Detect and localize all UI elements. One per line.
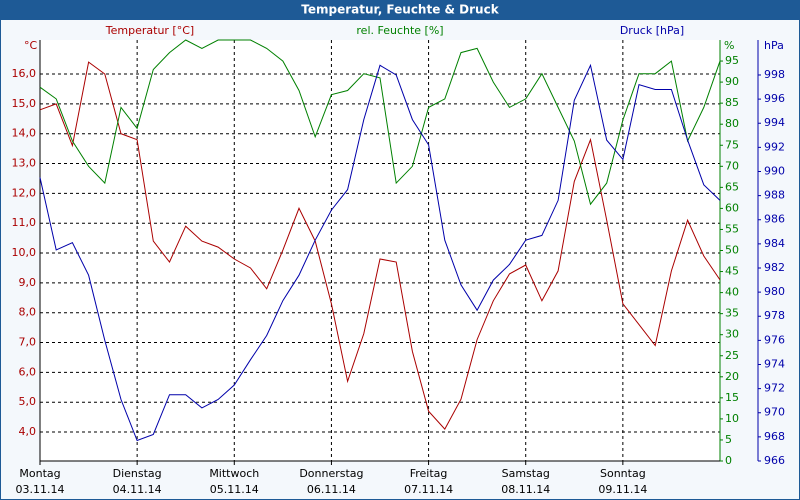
y2-tick-label: 55 — [725, 222, 739, 235]
y-tick-label: 14,0 — [12, 127, 37, 140]
x-tick-date: 07.11.14 — [404, 483, 453, 496]
x-tick-label: Freitag — [410, 467, 448, 480]
title-bar — [0, 0, 800, 20]
y-tick-label: 5,0 — [19, 395, 37, 408]
y3-tick-label: 986 — [764, 213, 785, 226]
y3-tick-label: 988 — [764, 189, 785, 202]
y2-tick-label: 70 — [725, 159, 739, 172]
x-tick-date: 04.11.14 — [113, 483, 162, 496]
y2-unit: % — [724, 39, 734, 52]
y-tick-label: 13,0 — [12, 157, 37, 170]
y-tick-label: 4,0 — [19, 425, 37, 438]
y2-tick-label: 15 — [725, 391, 739, 404]
x-tick-label: Mittwoch — [209, 467, 259, 480]
y-tick-label: 10,0 — [12, 246, 37, 259]
y3-tick-label: 982 — [764, 261, 785, 274]
y3-tick-label: 992 — [764, 140, 785, 153]
x-tick-date: 06.11.14 — [307, 483, 356, 496]
series-line — [39, 61, 721, 430]
y3-tick-label: 978 — [764, 309, 785, 322]
y-tick-label: 15,0 — [12, 97, 37, 110]
x-tick-label: Dienstag — [113, 467, 162, 480]
y-tick-label: 8,0 — [19, 306, 37, 319]
plot-area — [40, 40, 720, 461]
y2-axis-title: rel. Feuchte [%] — [356, 24, 443, 37]
y-tick-label: 11,0 — [12, 216, 37, 229]
y3-tick-label: 990 — [764, 164, 785, 177]
y-tick-label: 9,0 — [19, 276, 37, 289]
y2-tick-label: 90 — [725, 75, 739, 88]
y-tick-label: 7,0 — [19, 336, 37, 349]
y2-tick-label: 25 — [725, 349, 739, 362]
x-tick-date: 09.11.14 — [598, 483, 647, 496]
y2-tick-label: 75 — [725, 138, 739, 151]
y3-tick-label: 968 — [764, 430, 785, 443]
y2-tick-label: 60 — [725, 201, 739, 214]
y-axis-title: Temperatur [°C] — [105, 24, 194, 37]
y3-tick-label: 966 — [764, 454, 785, 467]
y2-tick-label: 10 — [725, 412, 739, 425]
y3-tick-label: 998 — [764, 68, 785, 81]
y-tick-label: 6,0 — [19, 365, 37, 378]
y2-tick-label: 45 — [725, 265, 739, 278]
y3-tick-label: 970 — [764, 406, 785, 419]
y3-tick-label: 994 — [764, 116, 785, 129]
y2-tick-label: 40 — [725, 286, 739, 299]
y2-tick-label: 35 — [725, 307, 739, 320]
chart-title: Temperatur, Feuchte & Druck — [301, 3, 499, 17]
x-tick-date: 03.11.14 — [16, 483, 65, 496]
y2-tick-label: 50 — [725, 244, 739, 257]
y3-axis-title: Druck [hPa] — [620, 24, 684, 37]
y3-tick-label: 996 — [764, 92, 785, 105]
y3-tick-label: 972 — [764, 382, 785, 395]
y2-tick-label: 5 — [725, 433, 732, 446]
y-unit: °C — [24, 39, 38, 52]
y3-unit: hPa — [764, 39, 784, 52]
y-tick-label: 12,0 — [12, 186, 37, 199]
x-tick-label: Samstag — [502, 467, 550, 480]
y2-tick-label: 0 — [725, 454, 732, 467]
y2-tick-label: 30 — [725, 328, 739, 341]
y2-tick-label: 20 — [725, 370, 739, 383]
y2-tick-label: 65 — [725, 180, 739, 193]
y3-tick-label: 974 — [764, 357, 785, 370]
x-tick-label: Donnerstag — [299, 467, 363, 480]
x-tick-label: Montag — [19, 467, 60, 480]
y3-tick-label: 980 — [764, 285, 785, 298]
x-tick-date: 08.11.14 — [501, 483, 550, 496]
x-tick-date: 05.11.14 — [210, 483, 259, 496]
y2-tick-label: 95 — [725, 54, 739, 67]
series-line — [39, 39, 721, 206]
y-tick-label: 16,0 — [12, 67, 37, 80]
y3-tick-label: 976 — [764, 333, 785, 346]
x-tick-label: Sonntag — [600, 467, 646, 480]
y2-tick-label: 85 — [725, 96, 739, 109]
series-line — [39, 63, 721, 442]
y3-tick-label: 984 — [764, 237, 785, 250]
y2-tick-label: 80 — [725, 117, 739, 130]
